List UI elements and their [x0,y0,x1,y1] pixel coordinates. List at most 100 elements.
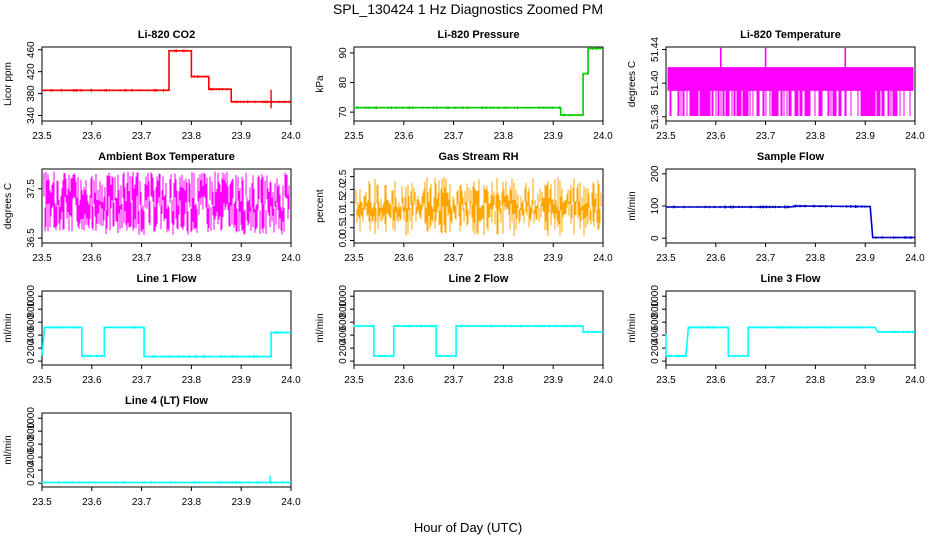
y-tick-label: 1000 [650,285,661,308]
series-line [666,205,915,239]
x-tick-label: 23.5 [656,131,676,142]
x-tick-label: 23.7 [444,253,464,264]
x-tick-label: 23.6 [706,253,726,264]
plot-frame [41,168,292,244]
x-tick-label: 23.8 [182,497,202,508]
panel-1: Li-820 CO2 Licor ppm 23.5 23.6 23.7 23.8 23.9 2… [3,29,301,142]
panel-title: Gas Stream RH [438,151,518,163]
y-tick-label: 340 [26,107,37,124]
x-tick-label: 23.8 [806,131,826,142]
panel-title: Sample Flow [757,151,825,163]
panel-5: Gas Stream RH percent 23.5 23.6 23.7 23.8 23.9… [315,151,613,264]
panel-title: Li-820 Pressure [438,29,520,41]
series-line [42,49,291,103]
series-noise [43,171,290,235]
x-tick-label: 23.9 [543,375,563,386]
plot-frame [665,168,916,244]
y-tick-label: 600 [650,313,661,330]
x-tick-label: 23.7 [132,375,152,386]
x-tick-label: 23.8 [182,131,202,142]
x-tick-label: 24.0 [281,253,301,264]
y-tick-label: 800 [650,300,661,317]
plot-frame [41,46,292,122]
x-tick-label: 24.0 [281,131,301,142]
y-tick-label: 80 [338,77,349,89]
y-tick-label: 1000 [26,407,37,430]
panel-title: Line 2 Flow [449,273,509,285]
panel-8: Line 2 Flow ml/min 23.5 23.6 23.7 23.8 23.9 24.… [315,273,613,386]
y-tick-label: 0 [650,235,661,241]
series-noise [353,47,603,117]
panel-10: Line 4 (LT) Flow ml/min 23.5 23.6 23.7 23.8 23… [3,395,301,508]
plot-frame [41,412,292,488]
series-noise [41,481,290,484]
y-tick-label: 0 [26,358,37,364]
x-tick-label: 23.8 [182,253,202,264]
plot-frame [353,46,604,122]
y-tick-label: 200 [650,165,661,182]
plot-frame [41,290,292,366]
series-line [354,325,603,357]
y-tick-label: 100 [650,197,661,214]
x-tick-label: 24.0 [281,497,301,508]
x-tick-label: 23.6 [706,375,726,386]
y-axis-label: degrees C [627,61,638,107]
panel-9: Line 3 Flow ml/min 23.5 23.6 23.7 23.8 23.9 24.… [627,273,925,386]
panel-title: Li-820 CO2 [138,29,195,41]
y-tick-label: 800 [26,300,37,317]
x-tick-label: 23.5 [32,497,52,508]
series-noise [665,204,916,239]
y-axis-label: ml/min [627,313,638,342]
y-tick-label: 420 [26,63,37,80]
x-tick-label: 23.5 [32,131,52,142]
x-tick-label: 23.8 [494,253,514,264]
panel-title: Line 1 Flow [137,273,197,285]
x-tick-label: 23.7 [444,131,464,142]
x-tick-label: 23.7 [132,131,152,142]
y-tick-label: 51.44 [650,37,661,62]
y-tick-label: 0 [338,358,349,364]
panel-3: Li-820 Temperature degrees C 23.5 23.6 23.7 2… [627,29,925,142]
x-tick-label: 23.5 [656,375,676,386]
x-tick-label: 23.9 [543,131,563,142]
x-tick-label: 23.8 [494,131,514,142]
y-tick-label: 1.0 [338,208,349,222]
y-axis-label: Licor ppm [3,62,14,106]
y-tick-label: 200 [26,339,37,356]
y-axis-label: ml/min [315,313,326,342]
x-tick-label: 24.0 [593,375,613,386]
y-tick-label: 37.5 [26,179,37,199]
y-tick-label: 0.5 [338,220,349,234]
panel-title: Line 4 (LT) Flow [125,395,208,407]
x-tick-label: 23.9 [231,375,251,386]
series-line [41,326,291,358]
series-noise [355,177,602,237]
x-tick-label: 23.9 [543,253,563,264]
x-tick-label: 23.5 [656,253,676,264]
y-tick-label: 380 [26,85,37,102]
y-tick-label: 2.5 [338,169,349,183]
y-tick-label: 800 [338,300,349,317]
x-tick-label: 23.7 [756,375,776,386]
x-tick-label: 23.7 [132,497,152,508]
x-tick-label: 24.0 [281,375,301,386]
panel-title: Li-820 Temperature [740,29,841,41]
x-tick-label: 24.0 [905,131,925,142]
x-tick-label: 24.0 [593,131,613,142]
plot-frame [665,290,916,366]
y-tick-label: 600 [26,435,37,452]
y-tick-label: 600 [338,313,349,330]
panel-7: Line 1 Flow ml/min 23.5 23.6 23.7 23.8 23.9 24.… [3,273,301,386]
x-tick-label: 23.8 [494,375,514,386]
x-tick-label: 23.8 [806,253,826,264]
y-tick-label: 1000 [26,285,37,308]
x-tick-label: 23.6 [82,131,102,142]
x-tick-label: 23.5 [344,375,364,386]
y-tick-label: 400 [338,326,349,343]
panel-6: Sample Flow ml/min 23.5 23.6 23.7 23.8 23.9 24.… [627,151,925,264]
x-tick-label: 23.7 [756,131,776,142]
y-tick-label: 1.5 [338,195,349,209]
y-tick-label: 200 [338,339,349,356]
y-tick-label: 200 [650,339,661,356]
